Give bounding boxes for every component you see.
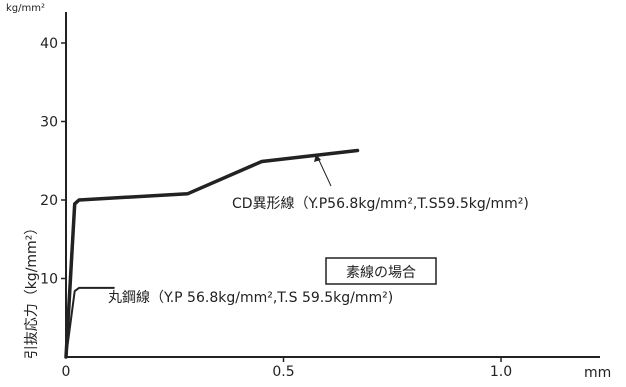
series-label-round: 丸鋼線（Y.P 56.8kg/mm²,T.S 59.5kg/mm²) bbox=[108, 290, 393, 306]
series-line-cd bbox=[64, 148, 360, 359]
y-tick-label-10: 10 bbox=[40, 272, 58, 288]
y-tick-label-40: 40 bbox=[40, 36, 58, 52]
x-unit-label: mm bbox=[584, 365, 611, 381]
chart-marks: 10 20 30 40 0 0.5 1.0 bbox=[40, 36, 512, 380]
legend-box-label: 素線の場合 bbox=[346, 265, 416, 281]
y-tick-label-20: 20 bbox=[40, 193, 58, 209]
x-tick-label-1.0: 1.0 bbox=[490, 364, 512, 380]
series-label-cd: CD異形線（Y.P56.8kg/mm²,T.S59.5kg/mm²) bbox=[232, 196, 529, 212]
legend-box bbox=[325, 257, 437, 285]
y-unit-label: kg/mm² bbox=[6, 3, 45, 14]
y-axis-title: 引抜応力（kg/mm²） bbox=[24, 221, 40, 360]
y-tick-label-30: 30 bbox=[40, 115, 58, 131]
x-tick-label-0.5: 0.5 bbox=[272, 364, 294, 380]
series-label-cd-leader bbox=[317, 157, 332, 187]
x-tick-label-0: 0 bbox=[62, 364, 71, 380]
series-line-round bbox=[65, 286, 115, 358]
